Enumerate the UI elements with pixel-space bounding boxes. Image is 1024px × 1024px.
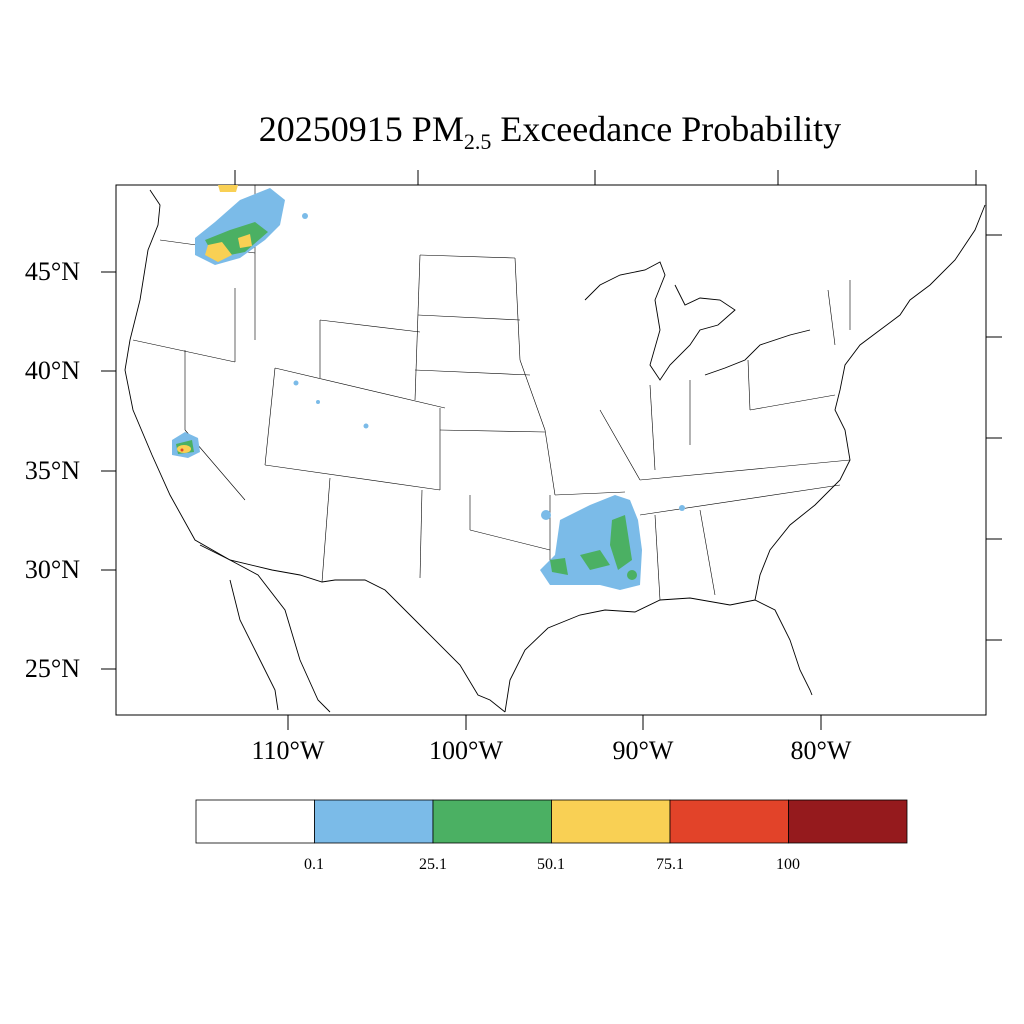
map-ticks bbox=[101, 170, 1002, 730]
lon-label-90w: 90°W bbox=[612, 736, 674, 765]
ms-probability-25-50c bbox=[550, 558, 568, 575]
colorbar-label-0: 0.1 bbox=[304, 856, 324, 873]
lat-label-25n: 25°N bbox=[24, 654, 80, 683]
co-probability-dot-a bbox=[316, 400, 320, 404]
state-borders bbox=[132, 185, 851, 601]
colorbar-box-4 bbox=[669, 799, 789, 844]
pnw-probability-50-75b bbox=[238, 234, 252, 248]
colorbar bbox=[195, 799, 908, 844]
lon-label-80w: 80°W bbox=[790, 736, 852, 765]
colorbar-label-4: 100 bbox=[776, 856, 800, 873]
lat-label-30n: 30°N bbox=[24, 555, 80, 584]
lat-label-45n: 45°N bbox=[24, 257, 80, 286]
ms-probability-0-25-isolated bbox=[541, 510, 551, 520]
colorbar-box-1 bbox=[314, 799, 434, 844]
title-rest: Exceedance Probability bbox=[500, 109, 842, 149]
colorbar-label-3: 75.1 bbox=[656, 856, 684, 873]
colorbar-label-1: 25.1 bbox=[419, 856, 447, 873]
lat-label-35n: 35°N bbox=[24, 456, 80, 485]
colorbar-box-0 bbox=[195, 799, 315, 844]
nv-probability-75-100 bbox=[180, 448, 184, 452]
lon-label-100w: 100°W bbox=[429, 736, 503, 765]
ut-probability-dot bbox=[293, 380, 299, 386]
mt-probability-dot bbox=[302, 213, 308, 219]
colorbar-box-5 bbox=[788, 799, 908, 844]
probability-fields bbox=[172, 185, 685, 590]
ms-probability-25-50b bbox=[610, 515, 632, 570]
pnw-probability-50-75c bbox=[218, 185, 238, 192]
us-coastline bbox=[124, 189, 986, 713]
ms-probability-25-50a bbox=[580, 550, 610, 570]
title-pm: PM bbox=[411, 109, 464, 149]
al-probability-0-25-isolated bbox=[679, 505, 685, 511]
pnw-probability-50-75a bbox=[205, 242, 232, 262]
title-pm-subscript: 2.5 bbox=[463, 129, 492, 155]
colorbar-box-3 bbox=[551, 799, 671, 844]
lat-label-40n: 40°N bbox=[24, 356, 80, 385]
ms-probability-25-50d bbox=[627, 570, 637, 580]
colorbar-label-2: 50.1 bbox=[537, 856, 565, 873]
title-date: 20250915 bbox=[258, 109, 403, 149]
co-probability-dot-b bbox=[363, 423, 369, 429]
map-title: 20250915 PM2.5 Exceedance Probability bbox=[0, 108, 1024, 155]
map-frame bbox=[115, 184, 987, 716]
nv-probability-50-75 bbox=[177, 445, 191, 453]
lon-label-110w: 110°W bbox=[251, 736, 325, 765]
colorbar-box-2 bbox=[432, 799, 552, 844]
